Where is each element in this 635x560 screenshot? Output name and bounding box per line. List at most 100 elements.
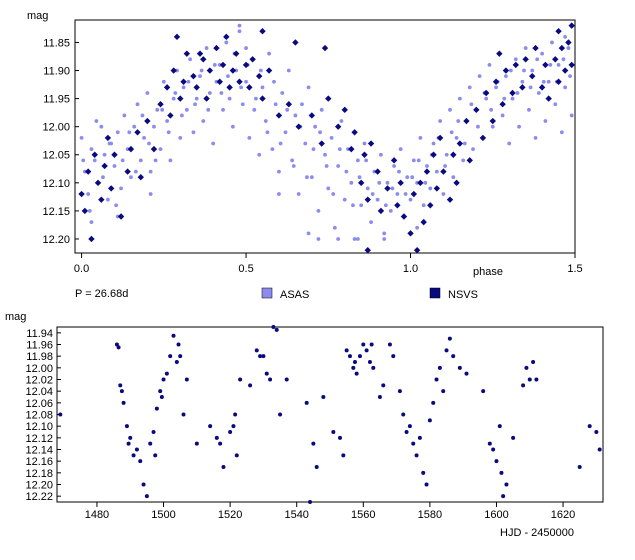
data-point bbox=[381, 383, 386, 388]
asas-point bbox=[559, 130, 564, 135]
nsvs-point bbox=[334, 123, 342, 130]
asas-point bbox=[120, 158, 125, 163]
asas-point bbox=[388, 208, 393, 213]
asas-point bbox=[306, 231, 311, 236]
nsvs-point bbox=[246, 84, 253, 91]
asas-point bbox=[122, 113, 127, 118]
nsvs-point bbox=[167, 112, 174, 119]
data-point bbox=[164, 371, 169, 376]
asas-point bbox=[129, 175, 133, 180]
asas-point bbox=[451, 175, 456, 180]
asas-point bbox=[226, 74, 230, 79]
data-point bbox=[411, 441, 416, 446]
asas-point bbox=[490, 124, 495, 129]
data-point bbox=[407, 424, 412, 429]
nsvs-point bbox=[242, 61, 250, 69]
nsvs-point bbox=[492, 78, 500, 85]
data-point bbox=[434, 377, 439, 382]
nsvs-point bbox=[107, 185, 115, 192]
asas-point bbox=[553, 102, 558, 107]
nsvs-point bbox=[321, 44, 329, 52]
nsvs-point bbox=[400, 213, 408, 220]
asas-point bbox=[477, 74, 482, 79]
nsvs-point bbox=[440, 168, 447, 175]
asas-point bbox=[522, 68, 526, 73]
data-point bbox=[248, 383, 253, 388]
data-point bbox=[391, 354, 396, 359]
y-tick-label: 11.96 bbox=[26, 340, 53, 352]
data-points bbox=[78, 22, 575, 253]
asas-point bbox=[119, 186, 123, 191]
data-point bbox=[218, 441, 223, 446]
nsvs-point bbox=[489, 117, 496, 125]
data-point bbox=[511, 435, 516, 440]
asas-point bbox=[415, 180, 420, 185]
y-tick-label: 12.00 bbox=[42, 122, 70, 134]
asas-point bbox=[263, 119, 268, 123]
x-tick-label: 0.5 bbox=[238, 263, 253, 275]
asas-point bbox=[133, 169, 138, 174]
y-tick-label: 12.20 bbox=[25, 480, 53, 492]
asas-point bbox=[198, 74, 202, 79]
y-tick-label: 12.06 bbox=[25, 398, 53, 410]
asas-point bbox=[212, 63, 217, 67]
y-tick-label: 12.22 bbox=[25, 491, 53, 503]
asas-point bbox=[342, 197, 347, 202]
nsvs-point bbox=[377, 207, 385, 215]
data-point bbox=[331, 430, 336, 434]
data-point bbox=[228, 430, 233, 434]
asas-point bbox=[296, 192, 301, 196]
nsvs-point bbox=[407, 230, 414, 237]
nsvs-point bbox=[101, 162, 108, 170]
asas-point bbox=[395, 192, 400, 196]
asas-point bbox=[561, 57, 566, 62]
data-point bbox=[369, 342, 374, 347]
nsvs-point bbox=[519, 84, 526, 91]
asas-point bbox=[153, 158, 158, 163]
data-point bbox=[354, 371, 359, 376]
asas-point bbox=[145, 91, 150, 95]
data-point bbox=[144, 494, 149, 499]
nsvs-point bbox=[423, 168, 431, 175]
nsvs-point bbox=[509, 89, 516, 97]
y-tick-label: 11.95 bbox=[43, 94, 70, 106]
asas-point bbox=[418, 136, 423, 140]
asas-point bbox=[517, 124, 521, 129]
asas-point bbox=[550, 40, 554, 45]
data-point bbox=[451, 354, 456, 359]
nsvs-point bbox=[232, 50, 240, 57]
asas-point bbox=[556, 63, 561, 67]
asas-point bbox=[168, 158, 173, 163]
asas-point bbox=[377, 180, 382, 185]
asas-point bbox=[410, 175, 415, 180]
y-tick-label: 12.16 bbox=[25, 456, 53, 468]
asas-point bbox=[346, 147, 350, 152]
asas-point bbox=[319, 107, 324, 112]
data-point bbox=[534, 377, 539, 382]
nsvs-point bbox=[552, 56, 559, 63]
asas-point bbox=[513, 57, 518, 62]
data-point bbox=[284, 377, 289, 382]
nsvs-point bbox=[364, 196, 371, 203]
data-point bbox=[116, 345, 121, 350]
asas-point bbox=[456, 119, 461, 123]
asas-point bbox=[375, 197, 380, 202]
asas-point bbox=[535, 57, 540, 62]
asas-point bbox=[438, 119, 443, 123]
nsvs-point bbox=[499, 101, 506, 108]
data-point bbox=[148, 441, 153, 446]
asas-point bbox=[541, 79, 546, 84]
asas-point bbox=[548, 63, 553, 67]
x-tick-label: 1.0 bbox=[403, 263, 418, 275]
asas-point bbox=[258, 68, 263, 73]
data-point bbox=[138, 459, 143, 464]
data-point bbox=[131, 453, 136, 458]
asas-point bbox=[178, 136, 183, 140]
asas-point bbox=[303, 141, 308, 146]
asas-point bbox=[135, 102, 140, 107]
data-point bbox=[141, 482, 146, 487]
asas-point bbox=[443, 164, 447, 168]
y-tick-label: 12.02 bbox=[25, 375, 53, 387]
y-tick-label: 12.18 bbox=[25, 468, 53, 480]
asas-point bbox=[160, 107, 165, 112]
